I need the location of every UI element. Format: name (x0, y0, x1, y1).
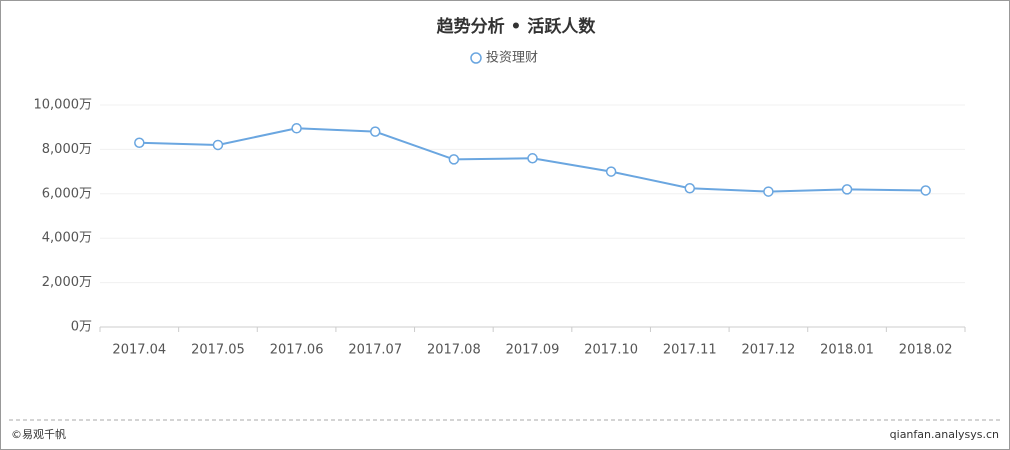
chart-title: 趋势分析 • 活跃人数 (437, 16, 597, 37)
x-tick-label: 2018.01 (820, 343, 874, 358)
data-point (369, 126, 381, 137)
data-point (684, 183, 696, 194)
x-tick-label: 2017.08 (427, 343, 481, 358)
data-point (134, 137, 145, 148)
x-tick-label: 2017.12 (742, 343, 796, 358)
x-tick-label: 2017.05 (191, 343, 245, 358)
legend-marker (470, 52, 482, 64)
y-tick-label: 0万 (71, 320, 92, 335)
y-tick-label: 10,000万 (34, 98, 93, 113)
x-tick-label: 2017.06 (270, 343, 324, 358)
x-tick-label: 2017.04 (112, 343, 166, 358)
data-point (212, 139, 224, 151)
x-tick-label: 2017.11 (663, 343, 717, 358)
y-tick-label: 8,000万 (42, 142, 92, 157)
data-point (841, 184, 853, 195)
data-point (527, 153, 538, 164)
legend-label: 投资理财 (486, 50, 538, 66)
data-point (448, 154, 460, 165)
x-tick-label: 2018.02 (899, 343, 953, 358)
x-tick-label: 2017.10 (584, 343, 638, 358)
data-point (605, 166, 617, 177)
data-point (920, 185, 931, 196)
data-point (763, 186, 774, 197)
data-point (291, 123, 302, 134)
footer-source: ©易观千帆 (11, 427, 66, 441)
x-tick-label: 2017.09 (506, 343, 560, 358)
y-tick-label: 2,000万 (42, 275, 92, 290)
footer-url: qianfan.analysys.cn (890, 428, 999, 441)
x-tick-label: 2017.07 (348, 343, 402, 358)
y-tick-label: 4,000万 (42, 231, 92, 246)
y-tick-label: 6,000万 (42, 186, 92, 201)
